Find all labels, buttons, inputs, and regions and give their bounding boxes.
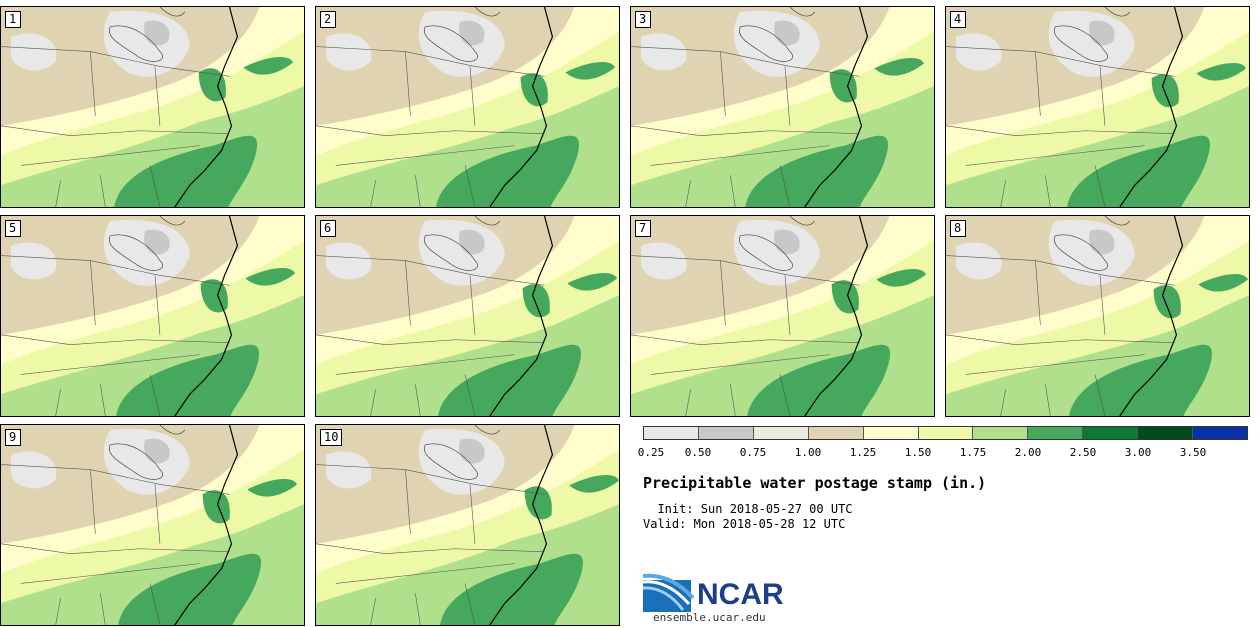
colorbar: [643, 426, 1248, 440]
colorbar-segment: [698, 427, 754, 439]
member-number: 1: [5, 11, 21, 28]
pw-map: [316, 425, 619, 625]
colorbar-tick-label: 0.75: [739, 446, 767, 459]
pw-map: [1, 7, 304, 207]
ensemble-member-panel: 2: [315, 6, 620, 208]
ensemble-member-panel: 7: [630, 215, 935, 417]
ensemble-member-panel: 1: [0, 6, 305, 208]
colorbar-segment: [863, 427, 919, 439]
ensemble-member-panel: 3: [630, 6, 935, 208]
member-number: 4: [950, 11, 966, 28]
valid-time: Valid: Mon 2018-05-28 12 UTC: [643, 517, 846, 531]
member-number: 3: [635, 11, 651, 28]
pw-map: [946, 216, 1249, 416]
colorbar-tick-label: 1.75: [959, 446, 987, 459]
ensemble-member-panel: 5: [0, 215, 305, 417]
ensemble-member-panel: 10: [315, 424, 620, 626]
ensemble-member-panel: 9: [0, 424, 305, 626]
pw-map: [316, 216, 619, 416]
time-info: Init: Sun 2018-05-27 00 UTC Valid: Mon 20…: [643, 502, 853, 532]
pw-map: [316, 7, 619, 207]
member-number: 7: [635, 220, 651, 237]
colorbar-tick-label: 3.50: [1179, 446, 1207, 459]
colorbar-segment: [808, 427, 864, 439]
ensemble-member-panel: 8: [945, 215, 1250, 417]
member-number: 5: [5, 220, 21, 237]
colorbar-segment: [1138, 427, 1194, 439]
colorbar-segment: [1028, 427, 1084, 439]
member-number: 9: [5, 429, 21, 446]
colorbar-tick-label: 1.00: [794, 446, 822, 459]
colorbar-tick-label: 2.50: [1069, 446, 1097, 459]
init-time: Init: Sun 2018-05-27 00 UTC: [643, 502, 853, 516]
member-number: 8: [950, 220, 966, 237]
member-number: 6: [320, 220, 336, 237]
colorbar-segment: [918, 427, 974, 439]
colorbar-segment: [973, 427, 1029, 439]
colorbar-ticks: 0.25 0.50 0.75 1.00 1.25 1.50 1.75 2.00 2.50 3.00…: [638, 446, 1248, 460]
colorbar-tick-label: 1.50: [904, 446, 932, 459]
colorbar-tick-label: 0.25: [637, 446, 665, 459]
ncar-logo-icon: [643, 573, 695, 612]
member-number: 10: [320, 429, 343, 446]
pw-map: [631, 216, 934, 416]
pw-map: [1, 216, 304, 416]
colorbar-tick-label: 3.00: [1124, 446, 1152, 459]
colorbar-tick-label: 0.50: [684, 446, 712, 459]
colorbar-segment: [1083, 427, 1139, 439]
pw-map: [631, 7, 934, 207]
colorbar-segment: [644, 427, 699, 439]
member-number: 2: [320, 11, 336, 28]
plot-title: Precipitable water postage stamp (in.): [643, 474, 987, 492]
ensemble-member-panel: 6: [315, 215, 620, 417]
ensemble-member-panel: 4: [945, 6, 1250, 208]
ncar-logo-text: NCAR: [697, 578, 784, 611]
colorbar-tick-label: 1.25: [849, 446, 877, 459]
colorbar-segment: [1193, 427, 1247, 439]
colorbar-segment: [753, 427, 809, 439]
source-url: ensemble.ucar.edu: [653, 611, 766, 624]
pw-map: [946, 7, 1249, 207]
pw-map: [1, 425, 304, 625]
colorbar-tick-label: 2.00: [1014, 446, 1042, 459]
